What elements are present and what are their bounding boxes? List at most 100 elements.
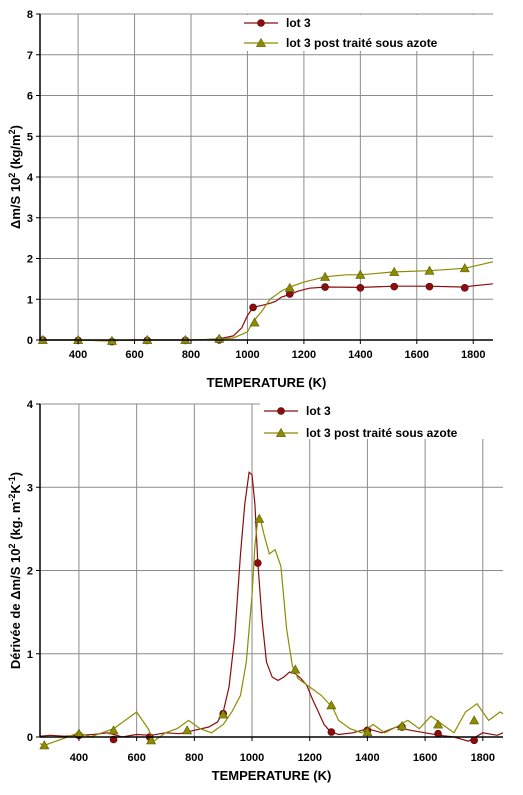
chart-bottom-y-tick-label-0: 0 — [27, 732, 33, 744]
chart-bottom-y-tick-label-2: 2 — [27, 566, 33, 578]
chart-top-marker-lot3-azote-9 — [355, 269, 366, 279]
chart-bottom-x-tick-label-1200: 1200 — [297, 752, 321, 764]
chart-top-y-label-main: Δm/S 10 — [8, 178, 23, 229]
chart-top-x-tick-label-1600: 1600 — [405, 349, 429, 361]
chart-bottom-marker-lot3-8 — [434, 729, 442, 738]
chart-top-y-label-sup2: 2 — [7, 129, 17, 134]
chart-bottom-y-axis-label: Dérivée de Δm/S 102 (kg. m-2K-1) — [7, 472, 23, 669]
chart-top-y-tick-labels: 0 1 2 3 4 5 6 7 8 — [27, 9, 34, 347]
chart-bottom-marker-lot3-4 — [253, 559, 262, 567]
chart-top-y-tick-label-2: 2 — [27, 254, 33, 266]
chart-bottom-marker-lot3-azote-5 — [218, 709, 229, 719]
chart-bottom-marker-lot3-azote-12 — [469, 715, 480, 725]
chart-top-y-label-end: ) — [8, 125, 23, 129]
chart-bottom: 400 600 800 1000 1200 1400 1600 1800 0 1 2 3 4 TEMP… — [7, 399, 518, 783]
chart-top-x-tick-labels: 400 600 800 1000 1200 1400 1600 1800 — [69, 349, 486, 361]
chart-bottom-marker-lot3-azote-7 — [290, 664, 301, 674]
chart-top-marker-lot3-azote-10 — [389, 266, 400, 276]
chart-bottom-x-tick-label-800: 800 — [185, 752, 203, 764]
chart-top-y-tick-label-0: 0 — [27, 335, 33, 347]
chart-bottom-y-tick-label-3: 3 — [27, 482, 33, 494]
chart-top-marker-lot3-azote-6 — [249, 317, 260, 327]
chart-top-legend-label-lot3: lot 3 — [286, 16, 311, 30]
chart-bottom-marker-lot3-azote-8 — [326, 700, 337, 710]
chart-top-x-tick-label-1800: 1800 — [461, 349, 485, 361]
chart-bottom-x-tick-label-1400: 1400 — [355, 752, 379, 764]
chart-top-legend-marker-lot3 — [257, 19, 265, 27]
chart-bottom-y-tick-label-1: 1 — [27, 649, 33, 661]
chart-top-x-tick-label-1000: 1000 — [235, 349, 259, 361]
chart-bottom-x-tick-labels: 400 600 800 1000 1200 1400 1600 1800 — [70, 752, 495, 764]
chart-top-legend-label-lot3-azote: lot 3 post traité sous azote — [286, 36, 438, 50]
chart-top-marker-lot3-azote-8 — [320, 271, 331, 281]
chart-top-series-line-lot3 — [40, 283, 494, 342]
chart-top-x-tick-label-800: 800 — [182, 349, 200, 361]
chart-bottom-x-tick-label-1600: 1600 — [413, 752, 437, 764]
chart-bottom-y-label-sup2: -2 — [7, 494, 17, 502]
chart-bottom-series-line-lot3-azote — [39, 517, 504, 746]
chart-bottom-x-tick-label-600: 600 — [127, 752, 145, 764]
chart-top-marker-lot3-azote-12 — [459, 263, 470, 273]
chart-bottom-grid — [40, 403, 503, 737]
chart-top-y-tick-label-1: 1 — [27, 294, 33, 306]
chart-top-marker-lot3-8 — [321, 283, 329, 291]
chart-top-marker-lot3-azote-11 — [424, 265, 435, 275]
chart-top-legend-background — [240, 15, 516, 51]
chart-bottom-y-tick-labels: 0 1 2 3 4 — [27, 399, 34, 744]
chart-bottom-y-label-mid: (kg. m — [8, 502, 23, 544]
chart-bottom-marker-lot3-azote-2 — [108, 725, 119, 735]
chart-top: 400 600 800 1000 1200 1400 1600 1800 012345678 … — [7, 9, 516, 390]
chart-bottom-y-tick-label-4: 4 — [27, 399, 34, 411]
chart-top-axes — [36, 13, 493, 344]
chart-bottom-marker-lot3-azote-11 — [433, 719, 444, 729]
chart-bottom-legend-label-lot3-azote: lot 3 post traité sous azote — [306, 426, 458, 440]
chart-top-y-tick-label-4: 4 — [27, 172, 34, 184]
chart-bottom-legend-label-lot3: lot 3 — [306, 404, 331, 418]
chart-bottom-marker-lot3-azote-3 — [146, 735, 157, 745]
chart-bottom-y-label-sup3: -1 — [7, 476, 17, 484]
chart-top-x-tick-label-600: 600 — [125, 349, 143, 361]
chart-bottom-series — [39, 471, 504, 750]
chart-bottom-x-tick-label-400: 400 — [70, 752, 88, 764]
chart-bottom-marker-lot3-azote-10 — [397, 721, 408, 731]
chart-top-y-tick-label-7: 7 — [27, 50, 33, 62]
chart-bottom-axes — [36, 403, 503, 741]
chart-top-y-axis-label: Δm/S 102 (kg/m2) — [7, 125, 23, 229]
chart-top-marker-lot3-9 — [356, 284, 365, 292]
chart-top-x-tick-label-1400: 1400 — [348, 349, 372, 361]
chart-bottom-legend-marker-lot3-azote — [275, 427, 287, 437]
chart-top-marker-lot3-12 — [460, 284, 469, 292]
chart-top-y-tick-label-8: 8 — [27, 9, 33, 21]
chart-bottom-y-label-mid2: K — [8, 484, 23, 494]
chart-top-y-tick-label-6: 6 — [27, 91, 33, 103]
chart-bottom-legend: lot 3 lot 3 post traité sous azote — [264, 404, 458, 440]
chart-bottom-marker-lot3-5 — [327, 728, 336, 736]
chart-top-x-axis-label: TEMPERATURE (K) — [207, 375, 327, 390]
chart-bottom-x-tick-label-1000: 1000 — [240, 752, 264, 764]
chart-top-legend-marker-lot3-azote — [255, 37, 267, 47]
chart-top-y-tick-label-3: 3 — [27, 213, 33, 225]
chart-top-series — [37, 261, 494, 346]
chart-top-marker-lot3-6 — [249, 303, 257, 312]
chart-top-x-tick-label-1200: 1200 — [292, 349, 316, 361]
chart-bottom-legend-marker-lot3 — [277, 407, 285, 415]
chart-bottom-y-label-sup1: 2 — [7, 544, 17, 549]
chart-bottom-marker-lot3-azote-9 — [362, 726, 373, 736]
chart-top-grid — [40, 13, 493, 340]
chart-bottom-marker-lot3-azote-6 — [254, 513, 265, 523]
chart-bottom-marker-lot3-9 — [470, 736, 478, 745]
chart-top-y-tick-label-5: 5 — [27, 131, 33, 143]
chart-top-x-tick-label-400: 400 — [69, 349, 87, 361]
chart-bottom-marker-lot3-azote-4 — [182, 725, 193, 735]
chart-bottom-marker-lot3-azote-0 — [39, 740, 50, 750]
chart-top-legend: lot 3 lot 3 post traité sous azote — [244, 16, 438, 50]
chart-top-marker-lot3-10 — [390, 282, 399, 291]
chart-top-y-label-mid: (kg/m — [8, 134, 23, 172]
chart-bottom-series-line-lot3 — [39, 471, 504, 742]
chart-bottom-x-tick-label-1800: 1800 — [471, 752, 495, 764]
chart-bottom-legend-background — [260, 403, 518, 439]
chart-top-marker-lot3-azote-7 — [284, 282, 295, 292]
chart-bottom-x-axis-label: TEMPERATURE (K) — [212, 768, 332, 783]
chart-bottom-y-label-main: Dérivée de Δm/S 10 — [8, 549, 23, 670]
